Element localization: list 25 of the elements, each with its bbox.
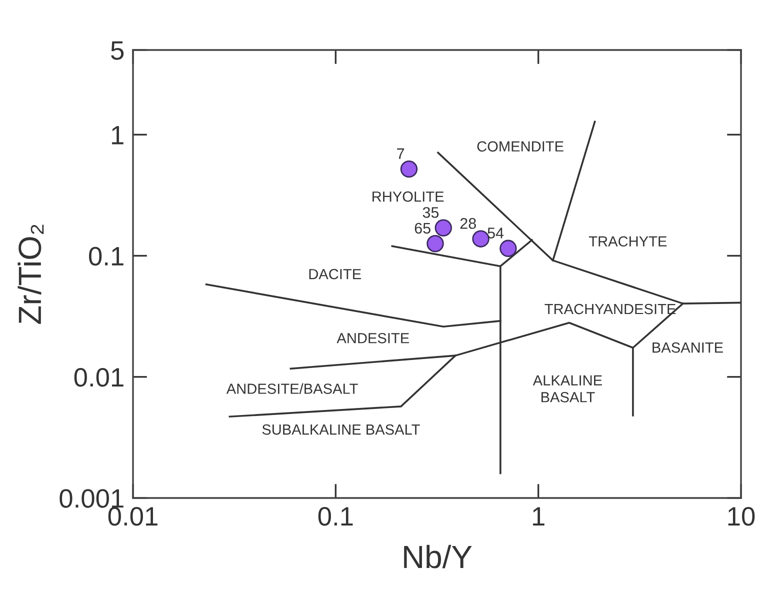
annotation: 7 [397,148,404,159]
annotation: 65 [414,222,430,234]
annotation: BASANITE [652,342,723,353]
y-tick-label: 0.1 [89,246,124,266]
y-tick-label: 5 [111,41,124,60]
annotation: ANDESITE [336,332,409,344]
x-tick-label: 1 [533,507,544,526]
annotation: RHYOLITE [372,191,444,202]
annotation: ANDESITE/BASALT [226,383,358,394]
annotation: 28 [460,218,476,229]
annotation: 35 [422,207,439,218]
annotation: COMENDITE [477,141,564,152]
y-tick-label: 0.01 [74,368,124,387]
x-axis-title: Nb/Y [404,544,472,568]
annotation: DACITE [309,268,361,280]
y-axis-title: Zr/TiO₂ [18,224,44,324]
x-tick-label: 0.1 [318,507,353,526]
y-tick-label: 1 [112,126,124,144]
annotation: TRACHYANDESITE [544,304,676,314]
annotation: SUBALKALINE BASALT [262,424,420,435]
annotation: ALKALINE BASALT [532,375,602,402]
y-tick-label: 0.001 [60,489,124,508]
annotation: 54 [488,228,504,238]
x-tick-label: 10 [728,507,755,526]
annotation: TRACHYTE [588,236,667,247]
